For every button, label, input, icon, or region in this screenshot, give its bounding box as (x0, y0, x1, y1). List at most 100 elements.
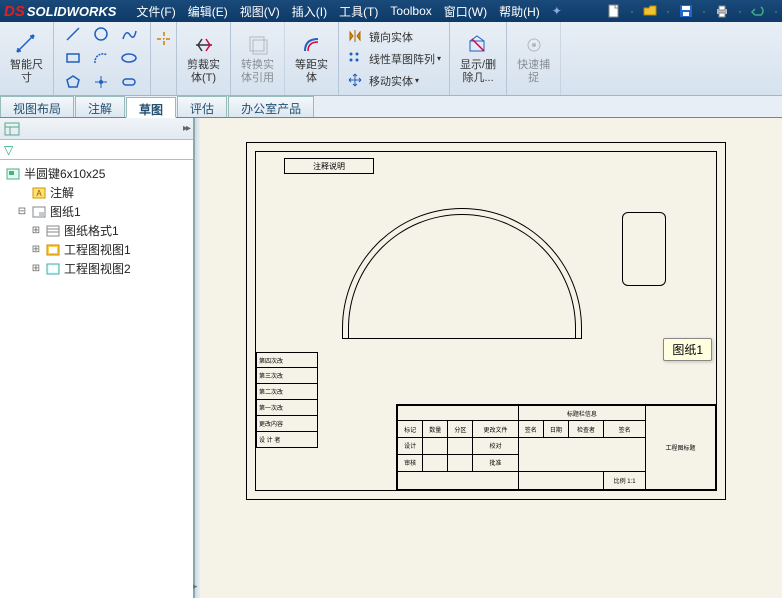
ribbon-group-dimension: 智能尺 寸 (0, 22, 54, 95)
tree-root[interactable]: 半圆键6x10x25 (2, 164, 191, 183)
spline-icon[interactable] (118, 24, 140, 44)
print-icon[interactable] (714, 3, 730, 19)
panel-collapse-icon[interactable]: ▸▸ (183, 123, 189, 134)
tab-evaluate[interactable]: 评估 (177, 96, 227, 117)
open-icon[interactable] (642, 3, 658, 19)
tree-view1-label: 工程图视图1 (64, 241, 131, 258)
feature-manager-panel: ▸▸ ▽ 半圆键6x10x25 A 注解 ⊟ 图纸1 ⊞ 图纸格式 (0, 118, 195, 598)
tab-office[interactable]: 办公室产品 (228, 96, 314, 117)
ribbon-group-display: 显示/删 除几... (450, 22, 507, 95)
tab-annotation[interactable]: 注解 (75, 96, 125, 117)
menu-view[interactable]: 视图(V) (240, 3, 280, 20)
feature-tree: 半圆键6x10x25 A 注解 ⊟ 图纸1 ⊞ 图纸格式1 ⊞ 工程图视图1 (0, 160, 193, 282)
smart-dimension-button[interactable]: 智能尺 寸 (6, 31, 47, 85)
menu-bar: 文件(F) 编辑(E) 视图(V) 插入(I) 工具(T) Toolbox 窗口… (130, 3, 567, 20)
rev-row: 第一次改 (256, 400, 318, 416)
point-icon[interactable] (90, 72, 112, 92)
trim-button[interactable]: 剪裁实 体(T) (183, 31, 224, 85)
app-logo: DSSOLIDWORKS (4, 3, 116, 20)
ribbon-group-sketch-tools (54, 22, 151, 95)
centerline-icon[interactable] (155, 30, 173, 48)
sheet-format-icon (45, 224, 61, 238)
pattern-button[interactable]: 线性草图阵列▾ (345, 49, 443, 69)
arc-icon[interactable] (90, 48, 112, 68)
new-icon[interactable] (606, 3, 622, 19)
tab-sketch[interactable]: 草图 (126, 97, 176, 118)
tree-view1[interactable]: ⊞ 工程图视图1 (2, 240, 191, 259)
revision-block: 第四次改 第三次改 第二次改 第一次改 更改内容 设 计 者 (256, 352, 318, 448)
polygon-icon[interactable] (62, 72, 84, 92)
menu-tools[interactable]: 工具(T) (339, 3, 378, 20)
tree-twisty2[interactable]: ⊞ (30, 225, 42, 236)
tree-sheet1-label: 图纸1 (50, 203, 81, 220)
tab-view-layout[interactable]: 视图布局 (0, 96, 74, 117)
offset-button[interactable]: 等距实 体 (291, 31, 332, 85)
menu-window[interactable]: 窗口(W) (444, 3, 487, 20)
tree-twisty-open[interactable]: ⊟ (16, 206, 28, 217)
sketch-tool-grid (62, 24, 142, 94)
show-delete-icon (466, 33, 490, 57)
menu-help[interactable]: 帮助(H) (499, 3, 540, 20)
tree-annotations-label: 注解 (50, 184, 74, 201)
circle-icon[interactable] (90, 24, 112, 44)
qat-sep2: · (666, 4, 670, 18)
tree-sheet-format-label: 图纸格式1 (64, 222, 119, 239)
move-label: 移动实体 (369, 73, 413, 89)
tree-root-label: 半圆键6x10x25 (24, 165, 105, 182)
qat-sep3: · (702, 4, 706, 18)
quick-access-toolbar: · · · · · (606, 3, 778, 19)
ribbon-group-convert: 转换实 体引用 (231, 22, 285, 95)
title-bar: DSSOLIDWORKS 文件(F) 编辑(E) 视图(V) 插入(I) 工具(… (0, 0, 782, 22)
tree-sheet-format[interactable]: ⊞ 图纸格式1 (2, 221, 191, 240)
panel-header: ▸▸ (0, 118, 193, 140)
line-icon[interactable] (62, 24, 84, 44)
menu-toolbox[interactable]: Toolbox (390, 4, 431, 18)
mirror-label: 镜向实体 (369, 29, 413, 45)
title-block: 标题栏信息工程图标题 标记数量分区更改文件 签名日期检查者签名 设计校对 审核批… (396, 404, 716, 490)
ribbon-tabs: 视图布局 注解 草图 评估 办公室产品 (0, 96, 782, 118)
drawing-view-icon2 (45, 262, 61, 276)
menu-file[interactable]: 文件(F) (136, 3, 175, 20)
rect-view (622, 212, 666, 286)
menu-insert[interactable]: 插入(I) (292, 3, 327, 20)
tree-sheet1[interactable]: ⊟ 图纸1 (2, 202, 191, 221)
rev-row: 设 计 者 (256, 432, 318, 448)
convert-button[interactable]: 转换实 体引用 (237, 31, 278, 85)
ellipse-icon[interactable] (118, 48, 140, 68)
show-delete-button[interactable]: 显示/删 除几... (456, 31, 500, 85)
mirror-button[interactable]: 镜向实体 (345, 27, 443, 47)
svg-text:A: A (36, 189, 42, 198)
annotation-icon: A (31, 186, 47, 200)
menu-edit[interactable]: 编辑(E) (188, 3, 228, 20)
ribbon-group-transform: 镜向实体 线性草图阵列▾ 移动实体▾ (339, 22, 450, 95)
tree-twisty3[interactable]: ⊞ (30, 244, 42, 255)
drawing-canvas[interactable]: 注释说明 第四次改 第三次改 第二次改 第一次改 更改内容 设 计 者 标题栏信… (200, 118, 782, 598)
qat-sep4: · (738, 4, 742, 18)
undo-icon[interactable] (750, 3, 766, 19)
offset-icon (300, 33, 324, 57)
arc-view-inner (348, 214, 576, 338)
note-box: 注释说明 (284, 158, 374, 174)
ribbon-group-misc (151, 22, 177, 95)
move-button[interactable]: 移动实体▾ (345, 71, 443, 91)
ribbon-group-offset: 等距实 体 (285, 22, 339, 95)
tree-view2[interactable]: ⊞ 工程图视图2 (2, 259, 191, 278)
move-icon (347, 72, 365, 90)
rectangle-icon[interactable] (62, 48, 84, 68)
tree-twisty4[interactable]: ⊞ (30, 263, 42, 274)
save-icon[interactable] (678, 3, 694, 19)
menu-star-icon[interactable]: ✦ (552, 4, 562, 18)
tree-annotations[interactable]: A 注解 (2, 183, 191, 202)
quick-snap-button[interactable]: 快速捕 捉 (513, 31, 554, 85)
dimension-icon (15, 33, 39, 57)
filter-bar[interactable]: ▽ (0, 140, 193, 160)
slot-icon[interactable] (118, 72, 140, 92)
workspace: ▸▸ ▽ 半圆键6x10x25 A 注解 ⊟ 图纸1 ⊞ 图纸格式 (0, 118, 782, 598)
drawing-view-icon (45, 243, 61, 257)
rev-row: 第四次改 (256, 352, 318, 368)
qat-sep5: · (774, 4, 778, 18)
convert-icon (246, 33, 270, 57)
sheet-icon (31, 205, 47, 219)
quick-snap-label: 快速捕 捉 (517, 59, 550, 83)
feature-tree-tab-icon[interactable] (4, 122, 20, 136)
